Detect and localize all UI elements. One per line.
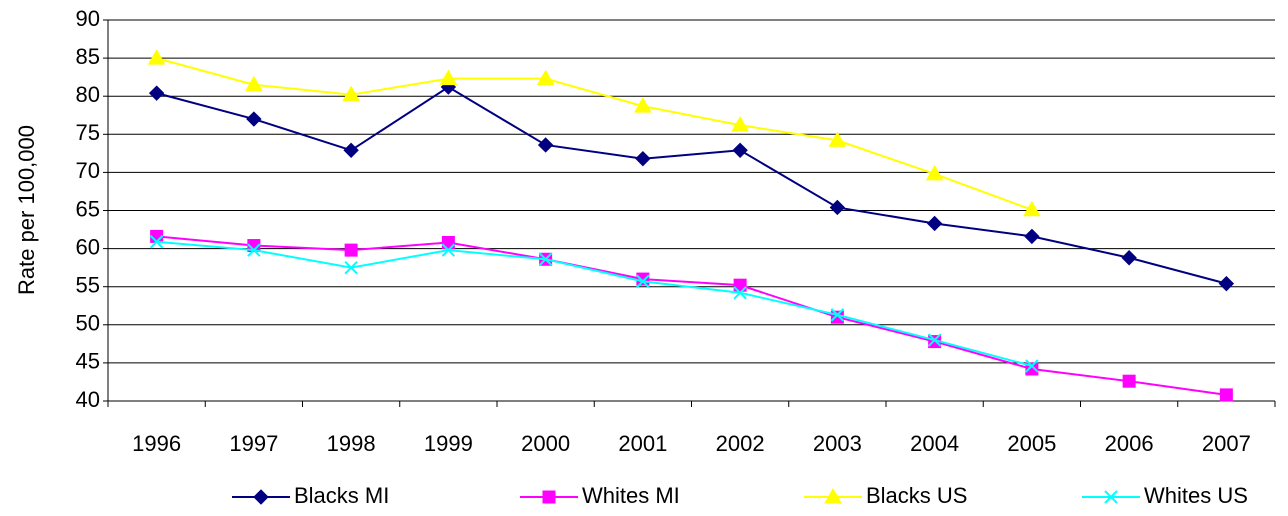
x-tick-label: 2000 [521,431,570,456]
series-line [156,240,1033,367]
x-tick-label: 1997 [229,431,278,456]
data-point [926,215,943,232]
data-point [148,85,165,101]
y-tick-label: 80 [76,82,100,107]
data-point [1218,275,1235,292]
y-tick-label: 90 [76,6,100,31]
x-tick-label: 2001 [618,431,667,456]
data-point [733,286,747,300]
data-point [441,243,456,257]
x-tick-label: 1999 [424,431,473,456]
x-tick-label: 2003 [813,431,862,456]
data-point [1025,359,1039,373]
data-point [1122,374,1136,388]
x-tick-label: 1996 [132,431,181,456]
x-tick-label: 1998 [327,431,376,456]
data-point [439,69,458,86]
data-point [731,116,749,132]
data-point [1121,250,1137,266]
data-point [246,111,262,127]
legend-label: Blacks US [866,483,967,508]
legend-marker [542,490,556,504]
y-tick-label: 65 [76,196,100,221]
data-point [1024,228,1040,245]
y-tick-label: 55 [76,273,100,298]
data-point [733,278,747,292]
series-line [156,57,1033,211]
data-point [925,164,944,181]
x-tick-label: 2006 [1105,431,1154,456]
x-tick-label: 2005 [1007,431,1056,456]
legend-label: Whites US [1144,483,1248,508]
data-point [343,142,359,159]
x-tick-label: 2007 [1202,431,1251,456]
data-point [830,308,845,322]
data-point [538,252,553,266]
data-point [536,69,555,86]
data-point [636,274,650,289]
data-point [829,199,846,216]
y-tick-label: 70 [76,158,100,183]
legend-marker [253,489,269,505]
legend-marker [824,487,842,504]
y-tick-label: 85 [76,44,100,69]
data-point [635,150,651,167]
data-point [1023,200,1041,217]
data-point [732,142,748,159]
series-line [156,235,1227,396]
data-point [927,333,942,347]
data-point [441,236,455,250]
data-point [147,49,166,65]
data-point [342,85,360,102]
series-line [156,85,1227,285]
legend-label: Whites MI [582,483,680,508]
data-point [245,75,263,92]
data-point [828,131,847,147]
legend-label: Blacks MI [294,483,389,508]
x-tick-label: 2002 [716,431,765,456]
y-axis-label: Rate per 100,000 [14,125,39,295]
y-tick-label: 75 [76,120,100,145]
y-tick-label: 60 [76,234,100,259]
data-point [149,235,164,249]
data-point [636,272,650,286]
y-tick-label: 45 [76,349,100,374]
data-point [247,239,261,253]
data-point [344,260,358,275]
legend-marker [1104,490,1118,504]
data-point [344,243,358,257]
data-point [1219,388,1233,402]
data-point [247,243,261,257]
data-point [537,137,554,153]
y-tick-label: 50 [76,311,100,336]
x-tick-label: 2004 [910,431,959,456]
data-point [634,97,652,113]
y-tick-label: 40 [76,387,100,412]
